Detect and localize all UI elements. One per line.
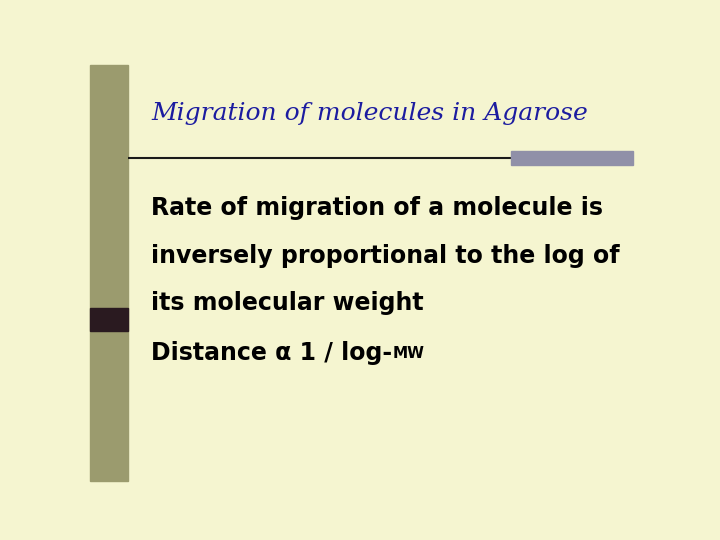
Bar bbox=[90, 308, 128, 331]
Text: Distance α 1 / log-: Distance α 1 / log- bbox=[151, 341, 392, 365]
Text: Rate of migration of a molecule is: Rate of migration of a molecule is bbox=[151, 196, 603, 220]
Bar bbox=[511, 151, 633, 165]
Text: Migration of molecules in Agarose: Migration of molecules in Agarose bbox=[151, 102, 588, 125]
Text: MW: MW bbox=[392, 346, 425, 361]
Text: its molecular weight: its molecular weight bbox=[151, 292, 424, 315]
Text: inversely proportional to the log of: inversely proportional to the log of bbox=[151, 244, 620, 268]
Bar bbox=[90, 65, 128, 481]
